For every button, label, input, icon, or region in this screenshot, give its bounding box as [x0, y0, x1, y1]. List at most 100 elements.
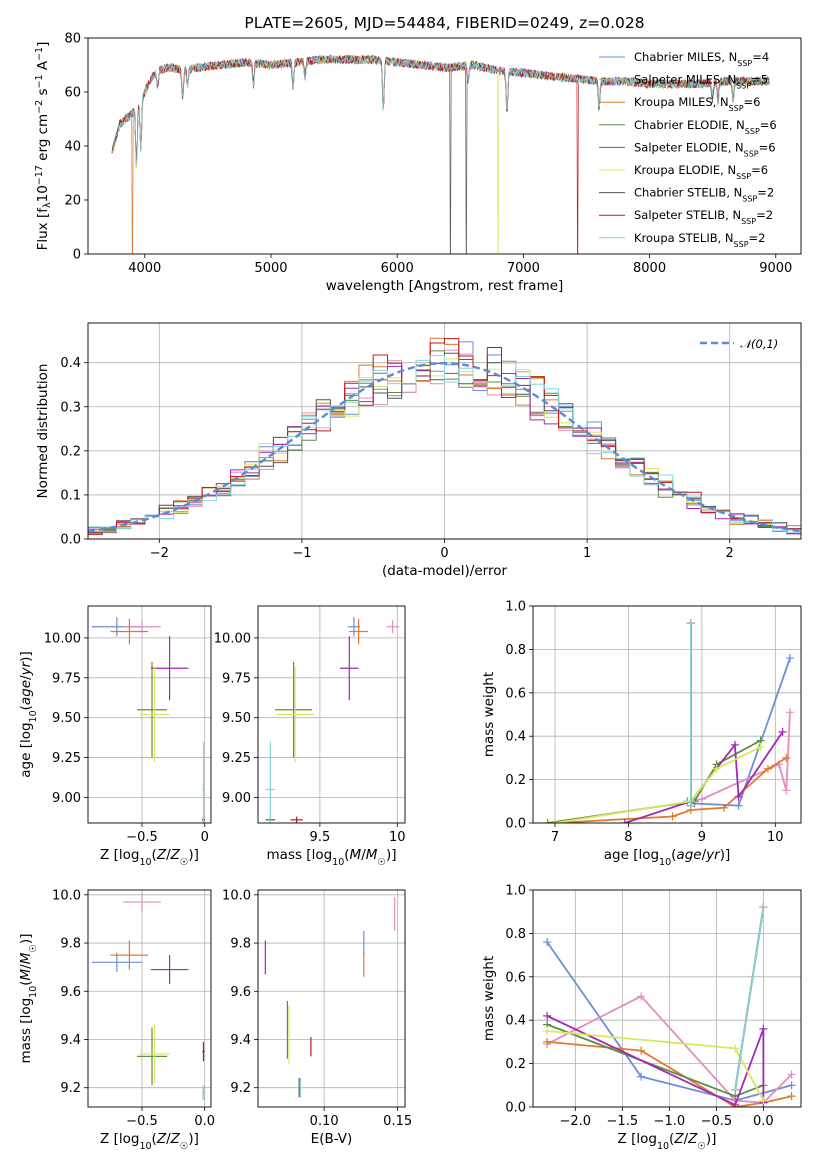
spectrum-series-line: [111, 54, 770, 254]
x-tick-label: −2.0: [560, 1114, 592, 1129]
weight-marker: [543, 938, 552, 947]
x-tick-label: 9000: [759, 261, 792, 276]
y-tick-label: 20: [64, 194, 81, 209]
axes-mass_vs_ebv: 0.10 0.15 9.2 9.4 9.6 9.8 10.0 E(B-V): [222, 888, 412, 1147]
weight-marker: [731, 1044, 740, 1053]
weight-marker: [782, 786, 791, 795]
x-tick-label: 9.5: [310, 830, 331, 845]
legend-label: Kroupa ELODIE, NSSP=6: [634, 163, 768, 181]
y-tick-label: 0.8: [505, 927, 526, 942]
y-tick-label: 0.8: [505, 643, 526, 658]
legend-label: 𝒩(0,1): [740, 337, 778, 351]
y-tick-label: 1.0: [505, 600, 526, 615]
axes-frame: [257, 889, 406, 1108]
legend-label: Kroupa MILES, NSSP=6: [634, 95, 760, 113]
y-tick-label: 9.25: [52, 751, 81, 766]
legend: Chabrier MILES, NSSP=4 Salpeter MILES, NS…: [599, 50, 777, 248]
weight-marker: [551, 819, 560, 823]
weight-marker: [785, 708, 794, 717]
weight-marker: [759, 903, 768, 912]
y-axis-label: mass weight: [481, 956, 497, 1041]
axes-mass_weight_vs_Z: −2.0 −1.5 −1.0 −0.5 0.0 0.0 0.2 0.4 0.6 0.8 1.0 Z […: [481, 884, 802, 1152]
y-tick-label: 9.50: [222, 711, 251, 726]
y-tick-label: 9.8: [230, 937, 251, 952]
y-tick-label: 1.0: [505, 884, 526, 899]
y-tick-label: 0.6: [505, 970, 526, 985]
x-axis-label: Z [log10(Z/Z☉)]: [100, 1131, 199, 1152]
y-tick-label: 9.4: [230, 1033, 251, 1048]
x-tick-label: −0.5: [126, 830, 158, 845]
y-tick-label: 9.2: [60, 1081, 81, 1096]
weight-lines: [543, 619, 794, 823]
axes-frame: [87, 605, 212, 824]
y-tick-label: 9.6: [60, 985, 81, 1000]
x-tick-label: −1: [292, 546, 311, 561]
axes-age_vs_mass: 9.5 10 9.00 9.25 9.50 9.75 10.00 mass [log10(M/…: [214, 605, 406, 868]
y-tick-label: 0.3: [60, 400, 81, 415]
axes-frame: [87, 322, 802, 540]
chart-title: PLATE=2605, MJD=54484, FIBERID=0249, z=0…: [244, 14, 644, 32]
y-tick-label: 9.8: [60, 937, 81, 952]
x-tick-label: 6000: [381, 261, 414, 276]
weight-series-line: [546, 1023, 764, 1098]
spectrum-lines: [111, 53, 770, 254]
weight-series-line: [554, 757, 787, 823]
y-axis-label: mass [log10(M/M☉)]: [18, 934, 39, 1064]
weight-marker: [778, 727, 787, 736]
x-axis-label: Z [log10(Z/Z☉)]: [618, 1131, 717, 1152]
y-tick-label: 10.00: [44, 631, 81, 646]
x-tick-label: 0.0: [753, 1114, 774, 1129]
y-axis-label: Normed distribution: [35, 364, 51, 499]
x-axis-label: (data-model)/error: [382, 563, 508, 579]
legend-label: Chabrier ELODIE, NSSP=6: [634, 118, 777, 136]
axes-age_vs_Z: −0.5 0 9.00 9.25 9.50 9.75 10.00 Z [log10(Z/Z☉)…: [18, 605, 212, 868]
x-tick-label: −1.0: [654, 1114, 686, 1129]
y-tick-label: 9.75: [52, 671, 81, 686]
weight-marker: [787, 1081, 796, 1090]
weight-marker: [756, 743, 765, 752]
x-tick-label: 7: [551, 830, 559, 845]
legend-label: Chabrier MILES, NSSP=4: [634, 50, 769, 68]
weight-marker: [782, 753, 791, 762]
x-axis-label: mass [log10(M/M☉)]: [267, 847, 397, 868]
histogram-step: [88, 338, 801, 535]
weight-marker: [543, 1027, 552, 1036]
x-axis-label: E(B-V): [311, 1131, 353, 1147]
histograms: [88, 337, 801, 536]
weight-marker: [543, 819, 552, 823]
x-tick-label: −0.5: [701, 1114, 733, 1129]
axes-frame: [532, 605, 802, 824]
x-tick-label: 2: [726, 546, 734, 561]
y-tick-label: 40: [64, 140, 81, 155]
y-tick-label: 0.2: [505, 1057, 526, 1072]
y-tick-label: 9.6: [230, 985, 251, 1000]
y-tick-label: 0.4: [505, 730, 526, 745]
y-tick-label: 0.2: [60, 444, 81, 459]
x-axis-label: Z [log10(Z/Z☉)]: [100, 847, 199, 868]
weight-marker: [712, 764, 721, 773]
weight-marker: [734, 801, 743, 810]
weight-series-line: [734, 907, 765, 1090]
weight-marker: [686, 619, 695, 628]
weight-marker: [730, 740, 739, 749]
y-tick-label: 0.6: [505, 686, 526, 701]
legend-label: Salpeter STELIB, NSSP=2: [634, 208, 773, 226]
y-tick-label: 0.2: [505, 773, 526, 788]
x-tick-label: 0.10: [310, 1114, 339, 1129]
y-tick-label: 9.75: [222, 671, 251, 686]
x-tick-label: −1.5: [607, 1114, 639, 1129]
errorbars: [265, 617, 399, 823]
weight-marker: [697, 795, 706, 804]
weight-marker: [759, 1096, 768, 1105]
weight-marker: [637, 1046, 646, 1055]
weight-marker: [620, 819, 629, 823]
y-tick-label: 9.25: [222, 751, 251, 766]
weight-marker: [637, 1072, 646, 1081]
weight-marker: [686, 801, 695, 810]
axes-mass_weight_vs_age: 7 8 9 10 0.0 0.2 0.4 0.6 0.8 1.0 age [log10(age/yr…: [481, 600, 802, 868]
y-tick-label: 9.00: [52, 791, 81, 806]
x-tick-label: 7000: [507, 261, 540, 276]
y-tick-label: 0.0: [505, 817, 526, 832]
y-tick-label: 10.0: [222, 888, 251, 903]
